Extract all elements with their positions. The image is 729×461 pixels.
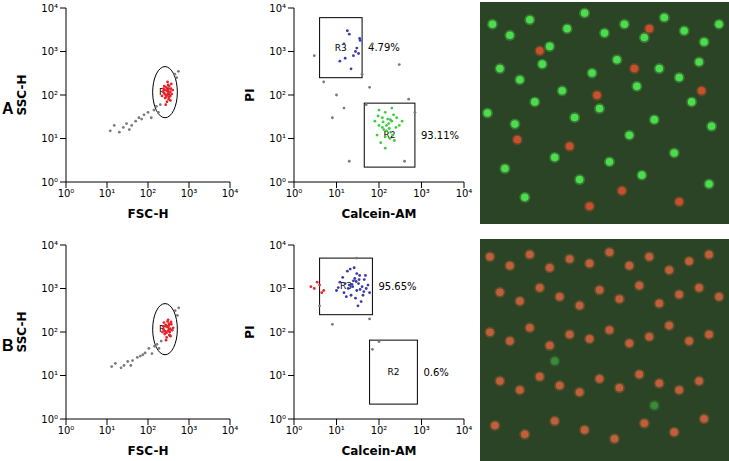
svg-text:10⁰: 10⁰ xyxy=(286,188,303,199)
svg-text:10⁰: 10⁰ xyxy=(58,188,75,199)
svg-text:10¹: 10¹ xyxy=(41,370,58,381)
svg-text:10⁴: 10⁴ xyxy=(41,240,58,251)
svg-text:10⁴: 10⁴ xyxy=(456,188,473,199)
svg-text:10²: 10² xyxy=(140,425,157,436)
svg-text:R3: R3 xyxy=(340,281,352,291)
svg-text:10⁴: 10⁴ xyxy=(41,3,58,14)
svg-text:Calcein-AM: Calcein-AM xyxy=(341,444,416,458)
svg-text:SSC-H: SSC-H xyxy=(15,312,29,353)
svg-text:10¹: 10¹ xyxy=(41,133,58,144)
svg-text:Calcein-AM: Calcein-AM xyxy=(341,207,416,221)
svg-text:10²: 10² xyxy=(140,188,157,199)
svg-text:10⁰: 10⁰ xyxy=(269,414,286,425)
svg-text:10⁰: 10⁰ xyxy=(269,177,286,188)
svg-text:FSC-H: FSC-H xyxy=(128,207,169,221)
svg-text:10²: 10² xyxy=(269,327,286,338)
svg-text:10⁰: 10⁰ xyxy=(41,177,58,188)
svg-text:10³: 10³ xyxy=(413,425,430,436)
svg-text:10¹: 10¹ xyxy=(269,133,286,144)
svg-text:10⁴: 10⁴ xyxy=(222,425,239,436)
svg-text:10¹: 10¹ xyxy=(99,425,116,436)
svg-text:R2: R2 xyxy=(384,130,396,140)
svg-text:10¹: 10¹ xyxy=(328,425,345,436)
svg-text:10²: 10² xyxy=(371,188,388,199)
svg-text:10⁰: 10⁰ xyxy=(58,425,75,436)
svg-text:93.11%: 93.11% xyxy=(421,130,459,141)
svg-text:10³: 10³ xyxy=(269,46,286,57)
svg-text:FSC-H: FSC-H xyxy=(128,444,169,458)
svg-text:10³: 10³ xyxy=(181,188,198,199)
svg-text:10²: 10² xyxy=(269,90,286,101)
svg-text:PI: PI xyxy=(243,325,257,338)
svg-text:10⁴: 10⁴ xyxy=(222,188,239,199)
svg-text:10⁴: 10⁴ xyxy=(269,240,286,251)
svg-text:10⁰: 10⁰ xyxy=(286,425,303,436)
html-text:A: A xyxy=(2,100,14,117)
svg-text:10¹: 10¹ xyxy=(269,370,286,381)
svg-text:10¹: 10¹ xyxy=(328,188,345,199)
svg-text:0.6%: 0.6% xyxy=(423,367,448,378)
svg-text:10⁴: 10⁴ xyxy=(269,3,286,14)
svg-text:R2: R2 xyxy=(387,367,399,377)
svg-text:10¹: 10¹ xyxy=(99,188,116,199)
svg-text:10³: 10³ xyxy=(41,283,58,294)
svg-text:10³: 10³ xyxy=(41,46,58,57)
svg-text:R1: R1 xyxy=(159,324,171,334)
svg-text:10⁴: 10⁴ xyxy=(456,425,473,436)
svg-text:10²: 10² xyxy=(371,425,388,436)
svg-text:R1: R1 xyxy=(159,87,171,98)
svg-text:10²: 10² xyxy=(41,90,58,101)
svg-text:4.79%: 4.79% xyxy=(368,42,400,53)
svg-text:95.65%: 95.65% xyxy=(378,281,416,292)
svg-text:10³: 10³ xyxy=(269,283,286,294)
svg-text:PI: PI xyxy=(243,88,257,101)
svg-text:R3: R3 xyxy=(335,43,347,53)
svg-text:10³: 10³ xyxy=(181,425,198,436)
svg-text:SSC-H: SSC-H xyxy=(15,75,29,116)
svg-text:10²: 10² xyxy=(41,327,58,338)
svg-text:10³: 10³ xyxy=(413,188,430,199)
svg-text:10⁰: 10⁰ xyxy=(41,414,58,425)
html-text:B: B xyxy=(2,337,14,354)
